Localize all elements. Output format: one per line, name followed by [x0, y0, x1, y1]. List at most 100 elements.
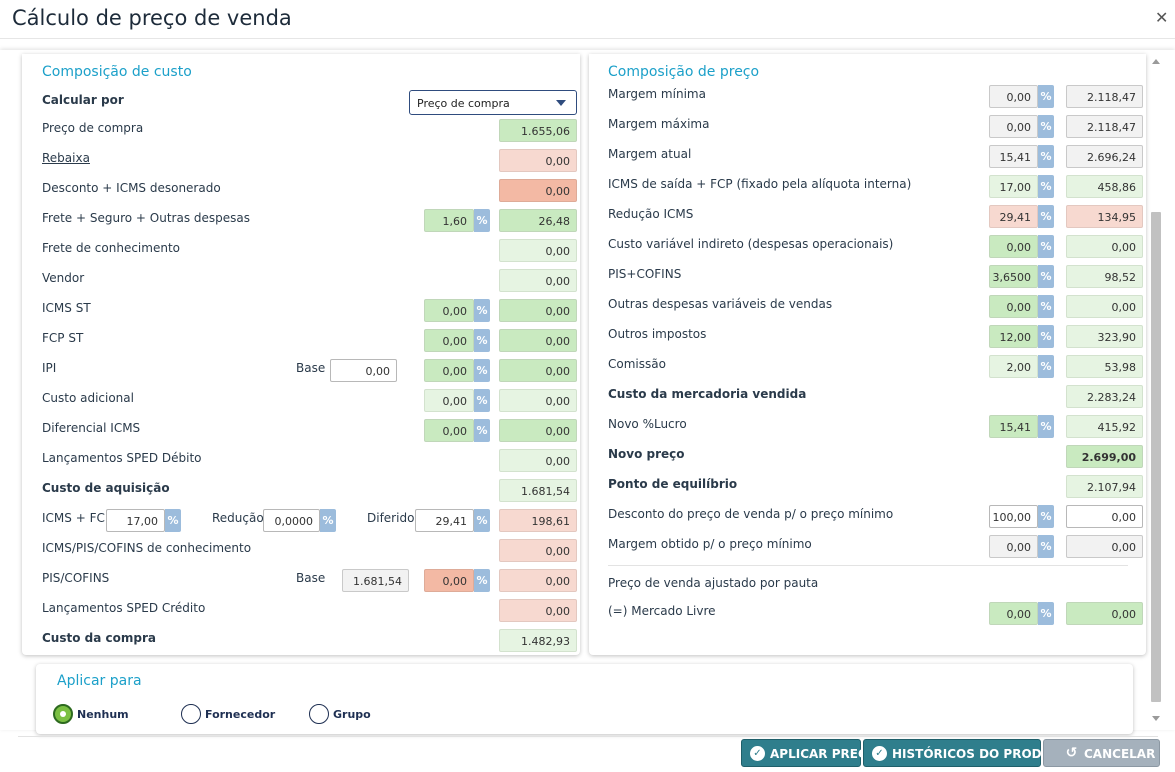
scroll-down-icon[interactable] — [1152, 716, 1160, 721]
custo-variavel-pct-button[interactable]: % — [1038, 235, 1054, 258]
margem-minima-pct-input[interactable]: 0,00 — [989, 85, 1038, 108]
comissao-pct-button[interactable]: % — [1038, 355, 1054, 378]
icms-st-pct-input[interactable]: 0,00 — [424, 299, 474, 322]
icms-st-pct-button[interactable]: % — [474, 299, 490, 322]
icms-fcp-pct-input[interactable]: 17,00 — [106, 509, 165, 532]
margem-obtido-pct-input[interactable]: 0,00 — [989, 535, 1038, 558]
margem-atual-pct-input[interactable]: 15,41 — [989, 145, 1038, 168]
ipi-pct-input[interactable]: 0,00 — [424, 359, 474, 382]
reducao-icms-pct-button[interactable]: % — [1038, 205, 1054, 228]
diferido-label: Diferido — [367, 511, 415, 525]
pis-cofins-pct-button[interactable]: % — [474, 569, 490, 592]
outras-despesas-label: Outras despesas variáveis de vendas — [608, 297, 833, 311]
novo-lucro-pct-button[interactable]: % — [1038, 415, 1054, 438]
margem-obtido-pct-button[interactable]: % — [1038, 535, 1054, 558]
scroll-up-icon[interactable] — [1152, 59, 1160, 64]
custo-adicional-pct-input[interactable]: 0,00 — [424, 389, 474, 412]
margem-maxima-value: 2.118,47 — [1066, 115, 1143, 138]
ipi-pct-button[interactable]: % — [474, 359, 490, 382]
reducao-input[interactable]: 0,0000 — [263, 509, 320, 532]
outros-impostos-pct-button[interactable]: % — [1038, 325, 1054, 348]
apply-panel — [36, 664, 1133, 734]
fcp-st-pct-button[interactable]: % — [474, 329, 490, 352]
desconto-preco-pct-button[interactable]: % — [1038, 505, 1054, 528]
icms-fcp-value[interactable]: 198,61 — [499, 509, 577, 532]
custo-adicional-pct-button[interactable]: % — [474, 389, 490, 412]
comissao-pct-input[interactable]: 2,00 — [989, 355, 1038, 378]
radio-fornecedor[interactable] — [181, 704, 201, 724]
mercado-livre-pct-button[interactable]: % — [1038, 602, 1054, 625]
diferencial-icms-value[interactable]: 0,00 — [499, 419, 577, 442]
custo-mercadoria-value: 2.283,24 — [1066, 385, 1143, 408]
scroll-thumb[interactable] — [1151, 212, 1161, 702]
pis-cofins-pct-input[interactable]: 0,00 — [424, 569, 474, 592]
product-history-label: HISTÓRICOS DO PRODUTO — [892, 747, 1070, 761]
icms-st-value[interactable]: 0,00 — [499, 299, 577, 322]
desconto-icms-value[interactable]: 0,00 — [499, 179, 577, 202]
pis-cofins-base-label: Base — [296, 571, 326, 585]
diferido-pct-button[interactable]: % — [474, 509, 490, 532]
custo-adicional-value[interactable]: 0,00 — [499, 389, 577, 412]
mercado-livre-pct-input[interactable]: 0,00 — [989, 602, 1038, 625]
cancel-button[interactable]: ↺ CANCELAR — [1043, 739, 1160, 767]
frete-value[interactable]: 26,48 — [499, 209, 577, 232]
margem-minima-label: Margem mínima — [608, 87, 706, 101]
outros-impostos-label: Outros impostos — [608, 327, 707, 341]
rebaixa-link[interactable]: Rebaixa — [42, 151, 90, 165]
calcular-por-select[interactable]: Preço de compra — [409, 90, 577, 115]
desconto-preco-value[interactable]: 0,00 — [1066, 505, 1143, 528]
reducao-pct-button[interactable]: % — [320, 509, 336, 532]
pis-cofins-saida-pct-button[interactable]: % — [1038, 265, 1054, 288]
frete-conhecimento-value[interactable]: 0,00 — [499, 239, 577, 262]
pis-cofins-saida-pct-input[interactable]: 3,6500 — [989, 265, 1038, 288]
ipi-base-input[interactable]: 0,00 — [330, 359, 397, 382]
frete-pct-button[interactable]: % — [474, 209, 490, 232]
icms-saida-pct-input[interactable]: 17,00 — [989, 175, 1038, 198]
radio-grupo-label[interactable]: Grupo — [333, 708, 371, 721]
frete-pct-input[interactable]: 1,60 — [424, 209, 474, 232]
icms-saida-pct-button[interactable]: % — [1038, 175, 1054, 198]
cost-composition-panel — [22, 54, 580, 655]
outras-despesas-pct-input[interactable]: 0,00 — [989, 295, 1038, 318]
sped-credito-value[interactable]: 0,00 — [499, 599, 577, 622]
comissao-value: 53,98 — [1066, 355, 1143, 378]
icms-pis-cofins-conh-value[interactable]: 0,00 — [499, 539, 577, 562]
diferido-input[interactable]: 29,41 — [415, 509, 474, 532]
margem-atual-label: Margem atual — [608, 147, 692, 161]
pis-cofins-value[interactable]: 0,00 — [499, 569, 577, 592]
reducao-icms-pct-input[interactable]: 29,41 — [989, 205, 1038, 228]
vertical-scrollbar[interactable] — [1149, 56, 1163, 726]
page-title: Cálculo de preço de venda — [12, 6, 292, 30]
margem-atual-pct-button[interactable]: % — [1038, 145, 1054, 168]
product-history-button[interactable]: ✓ HISTÓRICOS DO PRODUTO — [863, 739, 1070, 767]
diferencial-icms-pct-input[interactable]: 0,00 — [424, 419, 474, 442]
close-icon[interactable]: ✕ — [1155, 10, 1169, 27]
icms-fcp-pct-button[interactable]: % — [165, 509, 181, 532]
radio-fornecedor-label[interactable]: Fornecedor — [205, 708, 276, 721]
margem-maxima-pct-input[interactable]: 0,00 — [989, 115, 1038, 138]
fcp-st-pct-input[interactable]: 0,00 — [424, 329, 474, 352]
outras-despesas-value: 0,00 — [1066, 295, 1143, 318]
apply-price-button[interactable]: ✓ APLICAR PREÇO — [741, 739, 877, 767]
rebaixa-value[interactable]: 0,00 — [499, 149, 577, 172]
diferencial-icms-pct-button[interactable]: % — [474, 419, 490, 442]
icms-pis-cofins-conh-label: ICMS/PIS/COFINS de conhecimento — [42, 541, 252, 555]
margem-minima-pct-button[interactable]: % — [1038, 85, 1054, 108]
radio-nenhum[interactable] — [53, 704, 73, 724]
desconto-preco-pct-input[interactable]: 100,00 — [989, 505, 1038, 528]
radio-grupo[interactable] — [309, 704, 329, 724]
preco-compra-value[interactable]: 1.655,06 — [499, 119, 577, 142]
ipi-value[interactable]: 0,00 — [499, 359, 577, 382]
outros-impostos-pct-input[interactable]: 12,00 — [989, 325, 1038, 348]
outras-despesas-pct-button[interactable]: % — [1038, 295, 1054, 318]
comissao-label: Comissão — [608, 357, 666, 371]
custo-variavel-pct-input[interactable]: 0,00 — [989, 235, 1038, 258]
novo-preco-value[interactable]: 2.699,00 — [1066, 445, 1143, 468]
novo-lucro-pct-input[interactable]: 15,41 — [989, 415, 1038, 438]
margem-maxima-pct-button[interactable]: % — [1038, 115, 1054, 138]
vendor-value[interactable]: 0,00 — [499, 269, 577, 292]
sped-debito-value[interactable]: 0,00 — [499, 449, 577, 472]
mercado-livre-value[interactable]: 0,00 — [1066, 602, 1143, 625]
fcp-st-value[interactable]: 0,00 — [499, 329, 577, 352]
radio-nenhum-label[interactable]: Nenhum — [77, 708, 129, 721]
